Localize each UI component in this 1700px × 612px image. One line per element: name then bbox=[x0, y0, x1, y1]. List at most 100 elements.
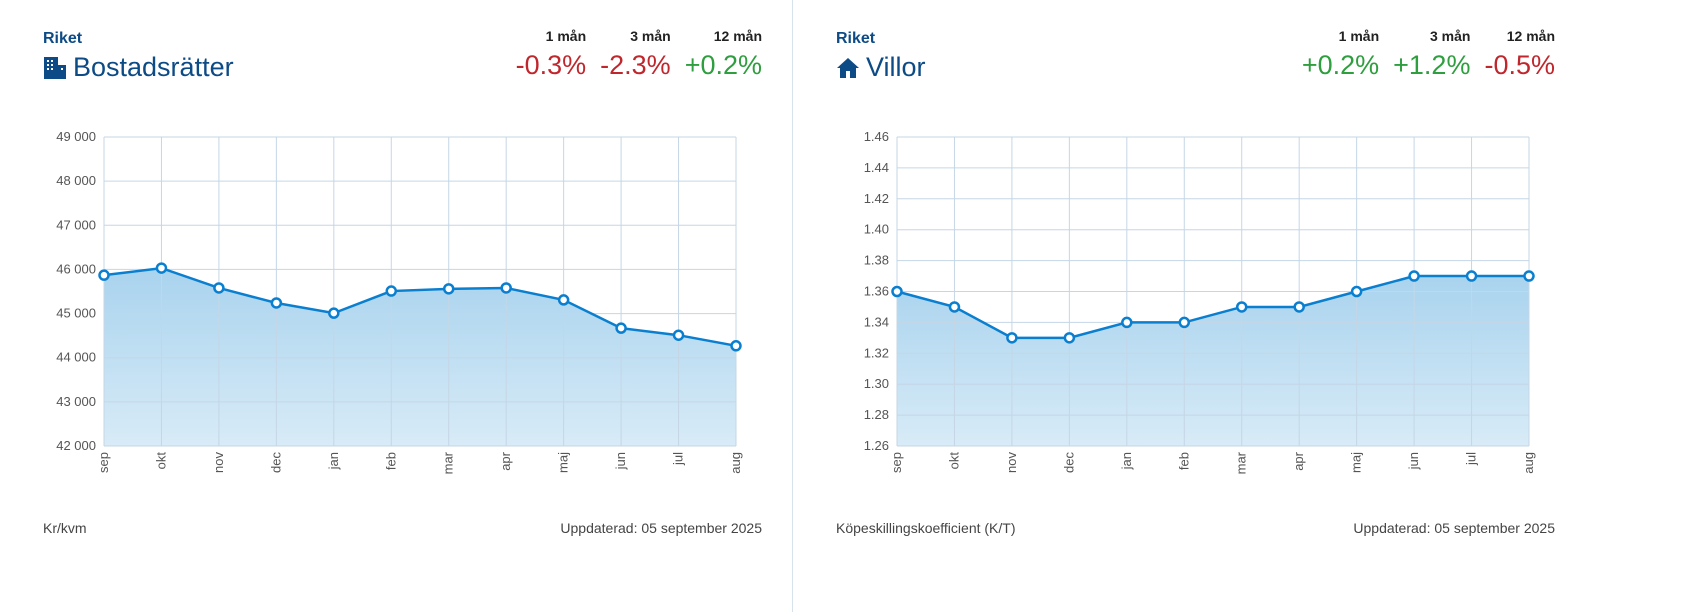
y-tick-label: 1.36 bbox=[864, 284, 889, 299]
area-fill bbox=[104, 268, 736, 446]
x-tick-label: apr bbox=[1291, 451, 1306, 470]
data-point bbox=[1465, 270, 1478, 282]
data-point bbox=[1235, 301, 1248, 313]
x-tick-label: mar bbox=[1234, 451, 1249, 474]
data-point bbox=[442, 283, 455, 295]
building-icon bbox=[44, 56, 66, 79]
y-tick-label: 46 000 bbox=[56, 261, 96, 276]
data-point bbox=[1408, 270, 1420, 282]
stat-1m: 1 mån -0.3% bbox=[516, 28, 587, 81]
y-tick-label: 1.30 bbox=[864, 376, 889, 391]
x-tick-label: jul bbox=[1464, 452, 1479, 466]
stat-value: -0.3% bbox=[515, 50, 587, 80]
x-tick-label: aug bbox=[1521, 452, 1536, 474]
x-tick-label: nov bbox=[211, 452, 226, 473]
stat-label: 3 mån bbox=[1429, 28, 1471, 44]
y-tick-label: 44 000 bbox=[56, 350, 96, 365]
x-tick-label: jan bbox=[1119, 452, 1134, 470]
house-icon bbox=[837, 57, 859, 78]
y-tick-label: 49 000 bbox=[56, 129, 96, 144]
x-tick-label: jan bbox=[326, 452, 341, 470]
region-label: Riket bbox=[43, 30, 83, 47]
stats: 1 mån +0.2% 3 mån +1.2% 12 mån -0.5% bbox=[1302, 28, 1555, 81]
y-tick-label: 1.44 bbox=[864, 160, 889, 175]
panel-villor: Riket Villor 1 mån +0.2% 3 mån +1.2% 12 må… bbox=[792, 0, 1585, 612]
series-line bbox=[896, 274, 1529, 340]
data-point bbox=[1350, 285, 1363, 298]
y-tick-label: 1.40 bbox=[864, 222, 889, 237]
stat-label: 12 mån bbox=[713, 28, 762, 44]
panel-title: Bostadsrätter bbox=[43, 52, 234, 83]
x-tick-label: jul bbox=[671, 452, 686, 466]
stat-label: 1 mån bbox=[1338, 28, 1380, 44]
stat-value: +0.2% bbox=[684, 50, 762, 80]
series-line bbox=[103, 266, 737, 348]
data-point bbox=[500, 282, 512, 294]
unit-label: Kr/kvm bbox=[43, 520, 87, 536]
x-tick-label: sep bbox=[96, 452, 111, 473]
data-point bbox=[672, 329, 685, 341]
stat-3m: 3 mån +1.2% bbox=[1393, 28, 1470, 81]
stat-value: -2.3% bbox=[600, 50, 671, 80]
data-point bbox=[98, 269, 110, 281]
stat-12m: 12 mån +0.2% bbox=[685, 28, 762, 81]
chart-villor: 1.26 1.28 1.30 1.32 1.34 1.36 1.38 1.40 1.42 1.44… bbox=[864, 129, 1536, 474]
data-point bbox=[1523, 270, 1535, 282]
y-tick-label: 1.46 bbox=[864, 129, 889, 144]
x-tick-label: aug bbox=[728, 452, 743, 474]
x-tick-label: okt bbox=[946, 452, 961, 470]
unit-label: Köpeskillingskoefficient (K/T) bbox=[836, 520, 1016, 536]
y-tick-label: 43 000 bbox=[56, 394, 96, 409]
y-tick-label: 45 000 bbox=[56, 306, 96, 321]
y-tick-label: 1.28 bbox=[864, 407, 889, 422]
y-tick-label: 42 000 bbox=[56, 438, 96, 453]
x-tick-label: feb bbox=[1176, 452, 1191, 470]
panel-title: Villor bbox=[836, 52, 926, 83]
updated-label: Uppdaterad: 05 september 2025 bbox=[560, 520, 762, 536]
x-tick-label: apr bbox=[498, 451, 513, 470]
region-label: Riket bbox=[836, 30, 876, 47]
data-point bbox=[385, 285, 398, 297]
y-tick-label: 1.34 bbox=[864, 314, 889, 329]
data-point bbox=[213, 282, 225, 294]
stat-1m: 1 mån +0.2% bbox=[1302, 28, 1379, 81]
data-point bbox=[328, 307, 340, 319]
data-point bbox=[1006, 332, 1018, 344]
x-tick-label: okt bbox=[153, 452, 168, 470]
stat-label: 1 mån bbox=[545, 28, 587, 44]
area-fill bbox=[897, 276, 1529, 446]
panel-bostadsratter: Riket Bostadsrätter 1 mån -0.3% 3 mån -2.3… bbox=[0, 0, 792, 612]
y-tick-label: 48 000 bbox=[56, 173, 96, 188]
stat-label: 3 mån bbox=[630, 28, 671, 44]
data-point bbox=[891, 285, 903, 298]
y-tick-label: 47 000 bbox=[56, 217, 96, 232]
data-point bbox=[1293, 301, 1305, 313]
x-tick-label: maj bbox=[556, 452, 571, 473]
stat-value: +0.2% bbox=[1301, 50, 1380, 80]
data-point bbox=[1178, 316, 1191, 329]
data-point bbox=[1121, 316, 1133, 329]
stat-12m: 12 mån -0.5% bbox=[1484, 28, 1555, 81]
panel-title-text: Bostadsrätter bbox=[73, 52, 234, 82]
y-tick-label: 1.42 bbox=[864, 191, 889, 206]
x-tick-label: nov bbox=[1004, 452, 1019, 473]
data-point bbox=[270, 297, 283, 309]
data-point bbox=[1063, 332, 1076, 344]
stats: 1 mån -0.3% 3 mån -2.3% 12 mån +0.2% bbox=[516, 28, 762, 81]
x-tick-label: mar bbox=[441, 451, 456, 474]
panel-title-text: Villor bbox=[866, 52, 926, 82]
x-tick-label: maj bbox=[1349, 452, 1364, 473]
x-tick-label: jun bbox=[1406, 452, 1421, 470]
chart-bostadsratter: 42 000 43 000 44 000 45 000 46 000 47 000 48 0… bbox=[56, 129, 743, 474]
y-tick-label: 1.38 bbox=[864, 253, 889, 268]
y-tick-label: 1.32 bbox=[864, 345, 889, 360]
data-point bbox=[557, 294, 570, 306]
data-point bbox=[948, 301, 961, 313]
x-tick-label: jun bbox=[613, 452, 628, 470]
x-tick-label: dec bbox=[268, 452, 283, 473]
stat-3m: 3 mån -2.3% bbox=[600, 28, 671, 81]
data-point bbox=[155, 262, 168, 274]
y-tick-label: 1.26 bbox=[864, 438, 889, 453]
updated-label: Uppdaterad: 05 september 2025 bbox=[1353, 520, 1555, 536]
stat-value: -0.5% bbox=[1484, 50, 1555, 80]
